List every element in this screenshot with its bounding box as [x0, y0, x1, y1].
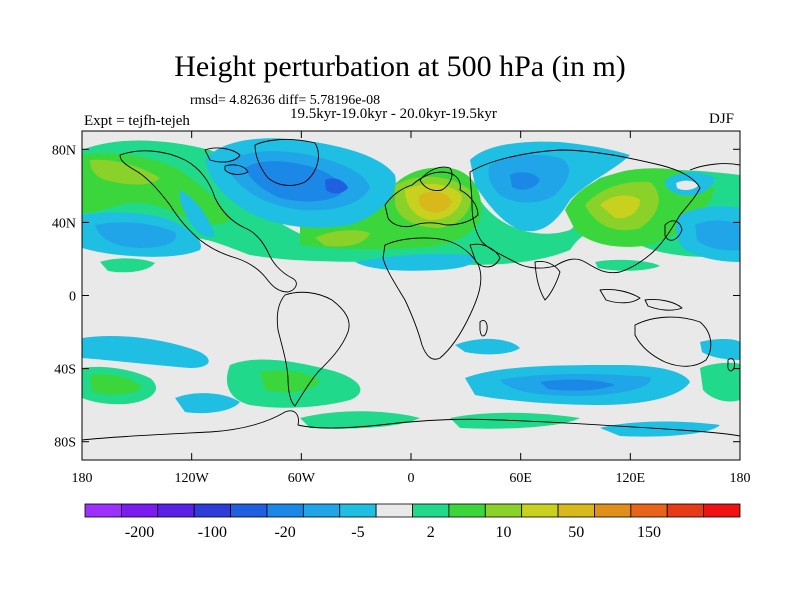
plot-title: Height perturbation at 500 hPa (in m) — [174, 50, 626, 83]
contour-negative-subtrop-2 — [100, 258, 155, 273]
lat-label: 40N — [52, 216, 76, 231]
lon-label: 180 — [730, 471, 751, 486]
stats-subtitle: rmsd= 4.82636 diff= 5.78196e-08 — [190, 93, 381, 108]
coast-asia — [469, 149, 701, 274]
coast-india — [534, 261, 561, 301]
latitude-axis: 80N 40N 0 40S 80S — [52, 143, 740, 451]
contour-field — [82, 138, 740, 441]
lon-label: 0 — [408, 471, 415, 486]
colorbar-labels: -200 -100 -20 -5 2 10 50 150 — [125, 524, 661, 541]
coast-madagascar — [479, 319, 488, 337]
season-label: DJF — [709, 111, 735, 127]
contour-sh-indian-negative-core — [540, 379, 615, 391]
colorbar-swatch — [703, 503, 741, 518]
contour-negative-pacific-mid — [95, 222, 176, 248]
contour-sh-pacific-positive-core — [90, 374, 142, 395]
lat-label: 40S — [54, 363, 76, 378]
coast-indonesia — [599, 289, 683, 311]
coast-scandinavia — [419, 166, 453, 191]
colorbar-swatch — [339, 503, 377, 518]
lat-label: 0 — [69, 290, 76, 305]
colorbar-swatch — [375, 503, 413, 518]
contour-sh-tasman-negative — [700, 339, 740, 360]
colorbar-label: -100 — [198, 524, 227, 541]
coast-africa — [382, 237, 482, 360]
coast-arctic-islands — [204, 147, 249, 175]
lon-label: 120E — [616, 471, 646, 486]
contour-antarctic-positive-1 — [300, 411, 420, 429]
colorbar-swatch — [193, 503, 231, 518]
contour-negative-na-west — [179, 190, 215, 237]
lat-label: 80S — [54, 436, 76, 451]
contour-negative-atlantic-core — [325, 178, 348, 194]
colorbar-swatch — [84, 503, 122, 518]
colorbar-swatch — [666, 503, 705, 518]
contour-negative-atlantic-deep — [245, 161, 342, 202]
contour-negative-siberia-core — [510, 172, 540, 190]
coast-europe — [384, 171, 479, 228]
contour-positive-band — [82, 140, 740, 265]
coast-japan — [664, 220, 683, 241]
coast-greenland — [254, 139, 319, 186]
colorbar-swatch — [157, 503, 195, 518]
contour-sh-amundsen-negative — [175, 393, 240, 414]
coast-south-america — [276, 291, 350, 407]
contour-positive-asia-core — [600, 195, 640, 219]
experiment-label: Expt = tejfh-tejeh — [84, 113, 190, 129]
contour-sh-argentina-negative — [455, 338, 520, 355]
colorbar-label: 2 — [427, 524, 435, 541]
colorbar-label: 150 — [637, 524, 661, 541]
contour-negative-nwpac-mid — [695, 220, 740, 251]
colorbar-label: -200 — [125, 524, 154, 541]
contour-positive-atlantic-yellow — [315, 230, 370, 247]
coast-north-america — [119, 150, 297, 293]
lon-label: 60E — [509, 471, 532, 486]
colorbar-swatch — [557, 503, 595, 518]
colorbar-swatch — [484, 503, 523, 518]
coastlines — [82, 139, 740, 441]
coast-australia — [634, 316, 712, 367]
contour-sh-samerica-positive-core — [260, 370, 320, 393]
coast-antarctica — [82, 410, 740, 441]
colorbar-label: 50 — [568, 524, 584, 541]
lon-label: 180 — [72, 471, 93, 486]
lat-label: 80N — [52, 143, 76, 158]
contour-sh-australia-positive — [700, 362, 740, 402]
colorbar — [84, 503, 741, 518]
lon-label: 60W — [288, 471, 316, 486]
contour-positive-na-yellow — [90, 159, 160, 185]
lon-label: 120W — [175, 471, 210, 486]
colorbar-swatch — [302, 503, 341, 518]
contour-negative-subtrop-1 — [355, 253, 474, 271]
colorbar-label: -5 — [351, 524, 364, 541]
colorbar-swatch — [448, 503, 486, 518]
colorbar-label: 10 — [495, 524, 511, 541]
colorbar-swatch — [521, 503, 559, 518]
period-subtitle: 19.5kyr-19.0kyr - 20.0kyr-19.5kyr — [290, 106, 497, 122]
colorbar-swatch — [230, 503, 268, 518]
colorbar-swatch — [266, 503, 304, 518]
colorbar-swatch — [630, 503, 668, 518]
coast-alaska — [689, 163, 740, 171]
contour-sh-pacific-negative — [82, 335, 209, 368]
colorbar-swatch — [412, 503, 450, 518]
colorbar-swatch — [594, 503, 632, 518]
coast-new-zealand — [727, 357, 735, 372]
longitude-axis: 180 120W 60W 0 60E 120E 180 — [72, 131, 751, 486]
contour-negative-subtrop-3 — [595, 259, 660, 271]
coast-arabia — [469, 243, 501, 268]
contour-negative-alaska-core — [676, 180, 698, 191]
contour-positive-europe-core — [418, 191, 452, 213]
colorbar-label: -20 — [274, 524, 295, 541]
colorbar-swatch — [120, 503, 159, 518]
